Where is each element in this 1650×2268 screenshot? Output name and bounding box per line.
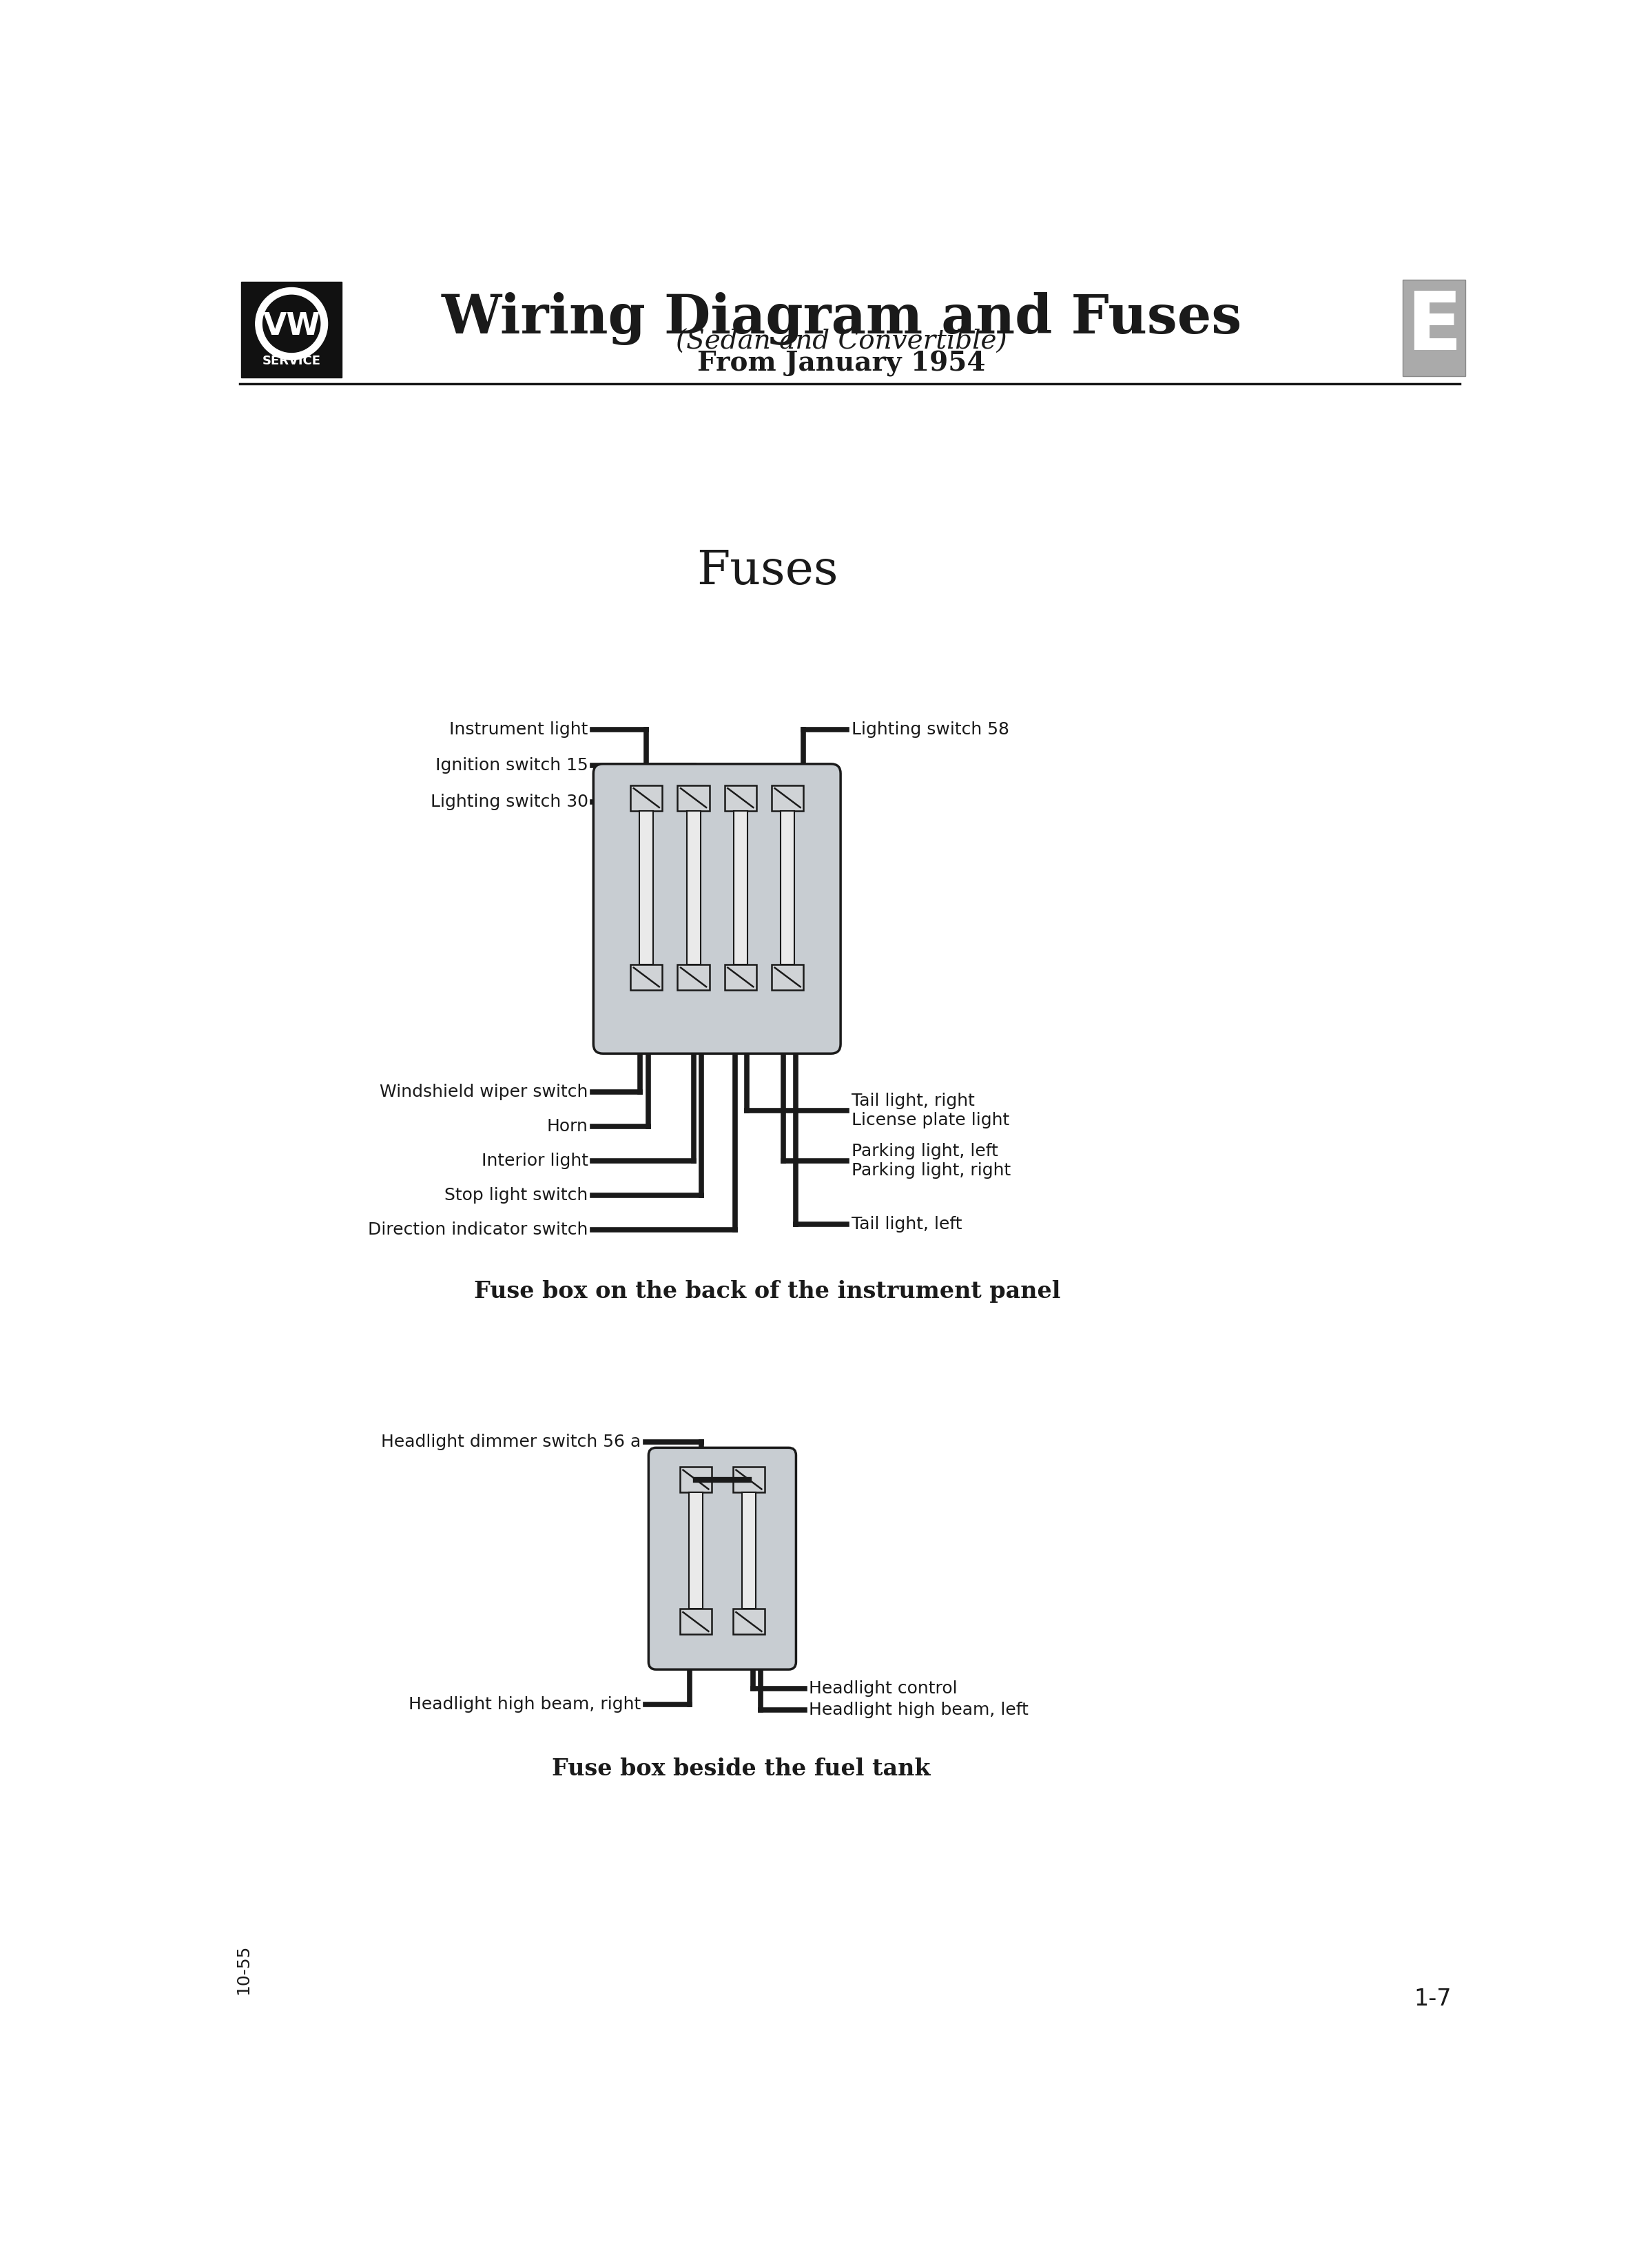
Bar xyxy=(742,1492,756,1608)
Bar xyxy=(678,785,710,810)
Text: From January 1954: From January 1954 xyxy=(698,352,985,376)
Bar xyxy=(640,810,653,964)
Bar xyxy=(780,810,794,964)
Text: Interior light: Interior light xyxy=(482,1152,587,1168)
Text: Horn: Horn xyxy=(546,1118,587,1134)
Circle shape xyxy=(256,288,328,361)
Bar xyxy=(630,785,662,810)
Text: VW: VW xyxy=(262,311,320,340)
Bar xyxy=(733,1467,764,1492)
Text: Fuses: Fuses xyxy=(696,549,838,594)
Text: Windshield wiper switch: Windshield wiper switch xyxy=(380,1084,587,1100)
Bar xyxy=(1402,279,1465,376)
Text: Tail light, left: Tail light, left xyxy=(851,1216,962,1232)
Bar xyxy=(733,1608,764,1635)
Text: Tail light, right
License plate light: Tail light, right License plate light xyxy=(851,1093,1010,1127)
Bar xyxy=(724,785,756,810)
Text: SERVICE: SERVICE xyxy=(262,354,320,367)
FancyBboxPatch shape xyxy=(594,764,840,1055)
Bar xyxy=(680,1467,711,1492)
Text: Direction indicator switch: Direction indicator switch xyxy=(368,1222,587,1238)
Bar xyxy=(630,964,662,989)
Text: Headlight high beam, left: Headlight high beam, left xyxy=(808,1701,1028,1719)
Bar xyxy=(686,810,700,964)
Bar xyxy=(724,964,756,989)
Text: Stop light switch: Stop light switch xyxy=(444,1186,587,1204)
Text: Fuse box on the back of the instrument panel: Fuse box on the back of the instrument p… xyxy=(474,1279,1061,1302)
Text: E: E xyxy=(1406,288,1462,367)
Text: Wiring Diagram and Fuses: Wiring Diagram and Fuses xyxy=(441,293,1242,345)
FancyBboxPatch shape xyxy=(648,1447,795,1669)
Bar xyxy=(734,810,747,964)
Text: Instrument light: Instrument light xyxy=(449,721,587,737)
Text: Fuse box beside the fuel tank: Fuse box beside the fuel tank xyxy=(551,1758,931,1780)
Text: Headlight dimmer switch 56 a: Headlight dimmer switch 56 a xyxy=(381,1433,642,1449)
Text: Lighting switch 58: Lighting switch 58 xyxy=(851,721,1008,737)
Text: Headlight control: Headlight control xyxy=(808,1681,957,1696)
Bar xyxy=(772,785,804,810)
Text: (Sedan and Convertible): (Sedan and Convertible) xyxy=(676,329,1006,356)
Text: 1-7: 1-7 xyxy=(1414,1987,1452,2009)
Bar xyxy=(688,1492,703,1608)
Text: 10-55: 10-55 xyxy=(234,1944,251,1994)
Bar xyxy=(241,281,342,376)
Bar xyxy=(772,964,804,989)
Text: Lighting switch 30: Lighting switch 30 xyxy=(431,794,587,810)
Bar xyxy=(680,1608,711,1635)
Circle shape xyxy=(262,295,320,352)
Text: Headlight high beam, right: Headlight high beam, right xyxy=(409,1696,642,1712)
Text: Parking light, left
Parking light, right: Parking light, left Parking light, right xyxy=(851,1143,1010,1179)
Text: Ignition switch 15: Ignition switch 15 xyxy=(436,758,587,773)
Bar xyxy=(678,964,710,989)
